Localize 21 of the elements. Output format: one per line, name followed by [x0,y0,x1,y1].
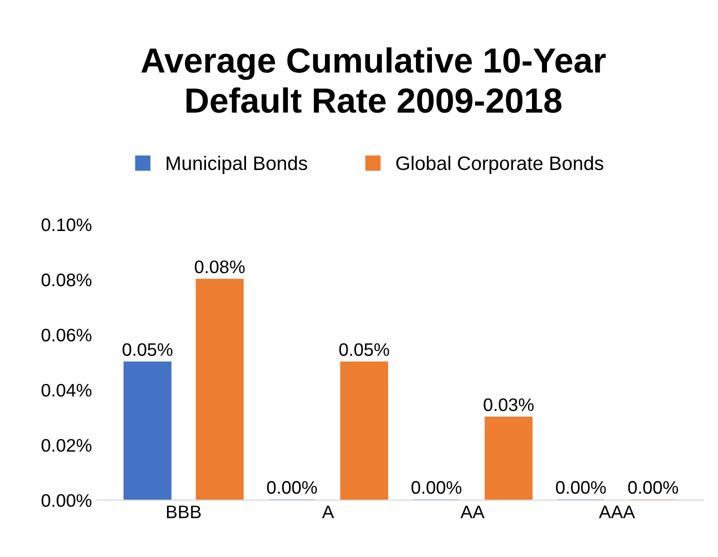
x-tick-label: AA [460,506,485,518]
y-tick-label: 0.04% [42,384,92,397]
legend-label: Municipal Bonds [166,156,308,174]
data-label: 0.00% [412,481,462,494]
data-label: 0.00% [628,481,678,494]
chart-title: Average Cumulative 10-Year Default Rate 2009-2018 [141,47,606,113]
data-label: 0.05% [339,343,390,356]
x-tick-label: AAA [598,506,635,518]
y-tick-label: 0.10% [42,218,92,232]
y-tick-label: 0.00% [42,494,92,507]
data-label: 0.00% [556,481,606,494]
y-tick-label: 0.08% [42,274,92,286]
data-label: 0.03% [484,398,534,412]
y-tick-label: 0.02% [42,438,92,452]
legend-label: Global Corporate Bonds [396,156,604,174]
x-tick-label: A [322,506,334,518]
data-label: 0.05% [122,343,172,356]
y-tick-label: 0.06% [42,328,92,342]
data-label: 0.08% [194,260,245,274]
data-label: 0.00% [267,481,317,494]
x-tick-label: BBB [167,506,201,518]
